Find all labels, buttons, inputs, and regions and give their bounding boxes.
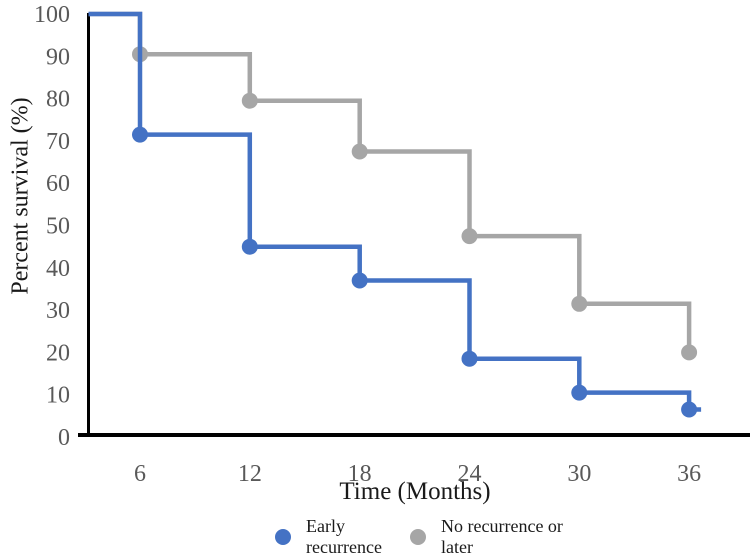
legend-item-early-recurrence: Early recurrence (275, 516, 398, 558)
x-tick-label: 12 (238, 461, 262, 487)
legend-item-no-recurrence: No recurrence or later (410, 516, 565, 558)
y-tick-label: 90 (46, 44, 70, 70)
y-tick-label: 10 (46, 383, 70, 409)
data-point-early-recurrence (351, 272, 368, 289)
y-tick-label: 70 (46, 129, 70, 155)
legend-label-no-recurrence: No recurrence or later (441, 516, 563, 558)
x-tick-label: 6 (134, 461, 146, 487)
x-tick-label: 36 (677, 461, 701, 487)
y-tick-label: 20 (46, 340, 70, 366)
data-point-early-recurrence (681, 401, 698, 418)
x-tick-label: 18 (348, 461, 372, 487)
data-point-no-recurrence-or-later (681, 344, 698, 361)
data-point-early-recurrence (241, 238, 258, 255)
y-tick-label: 50 (46, 214, 70, 240)
data-point-no-recurrence-or-later (351, 143, 368, 160)
data-point-no-recurrence-or-later (571, 295, 588, 312)
no-recurrence-dot-icon (410, 529, 426, 546)
data-point-early-recurrence (461, 350, 478, 367)
early-recurrence-dot-icon (275, 529, 291, 546)
x-tick-label: 30 (567, 461, 591, 487)
y-tick-label: 100 (34, 2, 70, 28)
y-tick-label: 40 (46, 256, 70, 282)
data-point-early-recurrence (132, 126, 148, 143)
data-point-no-recurrence-or-later (461, 228, 478, 245)
y-tick-label: 30 (46, 298, 70, 324)
legend-label-early-recurrence: Early recurrence (306, 516, 382, 558)
data-point-no-recurrence-or-later (241, 92, 258, 109)
x-tick-label: 24 (457, 461, 481, 487)
data-point-early-recurrence (571, 384, 588, 401)
y-tick-label: 80 (46, 87, 70, 113)
curve-early-recurrence (88, 11, 702, 412)
y-axis-title: Percent survival (%) (7, 97, 34, 295)
y-tick-label: 0 (58, 425, 70, 451)
y-tick-label: 60 (46, 171, 70, 197)
chart-legend: Early recurrence No recurrence or later (90, 516, 750, 558)
curve-no-recurrence-or-later (88, 11, 692, 353)
x-axis-title: Time (Months) (339, 478, 491, 505)
